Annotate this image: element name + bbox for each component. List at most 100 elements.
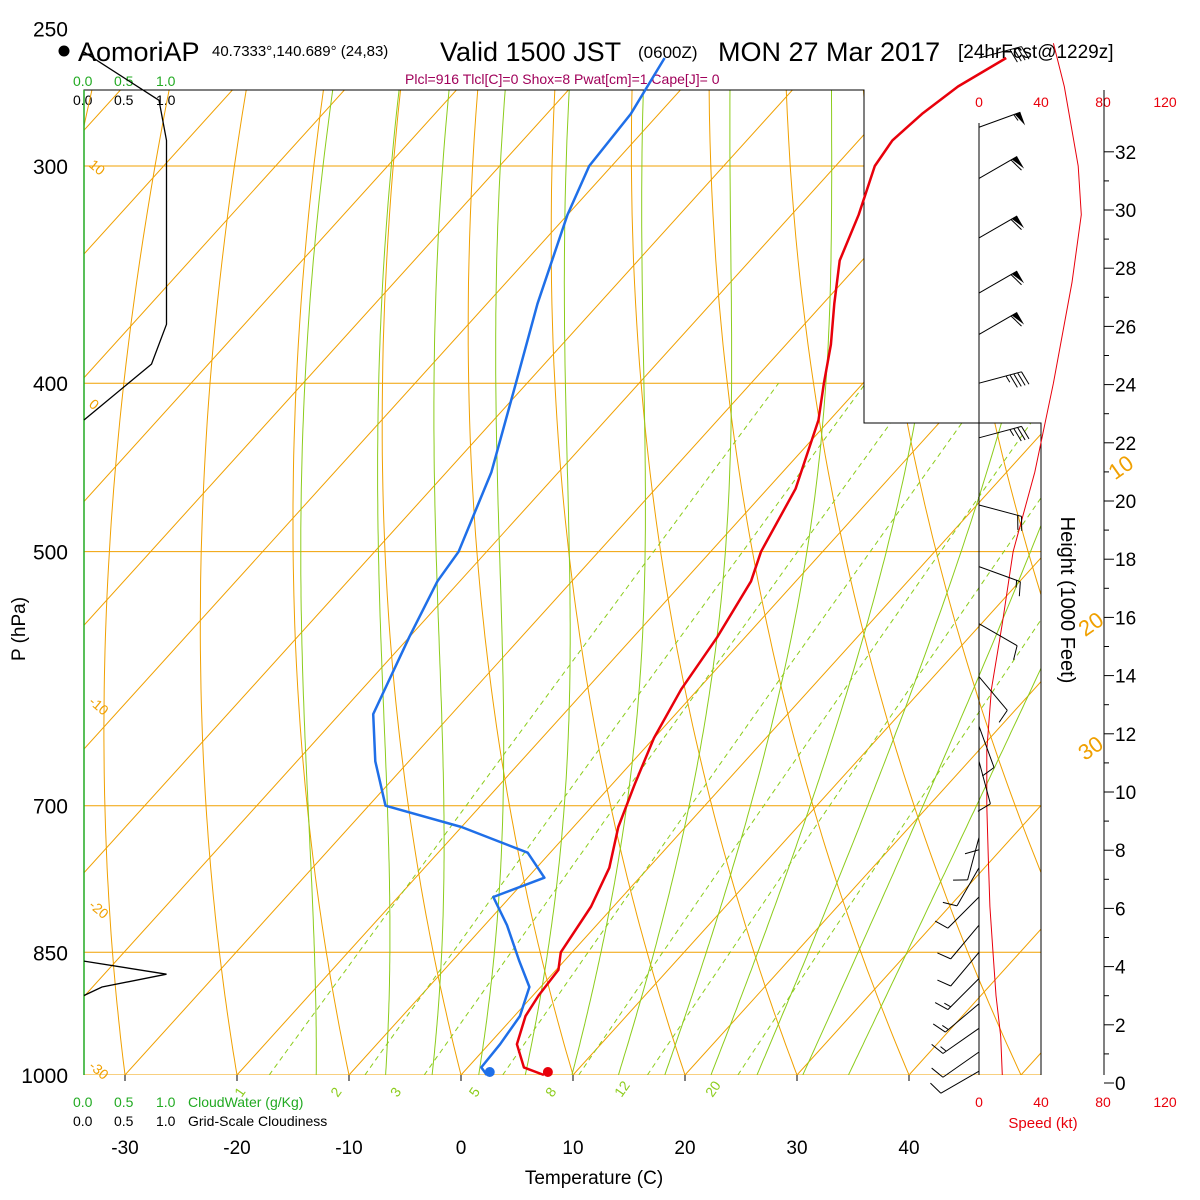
isotherm-line (796, 90, 1041, 1075)
barb-full (934, 920, 949, 929)
barb-full (931, 1043, 944, 1054)
barb-full (1021, 46, 1030, 60)
cloud-scale-tick: 1.0 (156, 1094, 176, 1110)
barb-full (1021, 426, 1030, 440)
wind-barb (978, 425, 1030, 442)
dry-adiabat (467, 90, 585, 1075)
x-tick-label: 0 (456, 1138, 467, 1159)
barb-staff (978, 504, 1022, 517)
isotherm-label: -10 (86, 693, 112, 718)
cloud-scale-tick: 0.0 (73, 1113, 93, 1129)
cloudwater-label: CloudWater (g/Kg) (188, 1094, 303, 1110)
speed-tick: 0 (975, 1094, 983, 1110)
barb-staff (978, 46, 1022, 59)
barb-staff (978, 676, 1008, 711)
barb-flag (1011, 271, 1025, 284)
grid-layer (84, 0, 1200, 1112)
dry-adiabat (550, 90, 699, 1075)
barb-full (1013, 373, 1022, 387)
cloud-scale-tick: 0.5 (114, 73, 134, 89)
barb-staff (978, 761, 991, 804)
wind-barb (964, 805, 980, 855)
x-tick-label: 30 (786, 1138, 807, 1159)
cloudiness-label: Grid-Scale Cloudiness (188, 1113, 327, 1129)
height-tick-label: 6 (1115, 899, 1126, 920)
barb-flag (1011, 215, 1025, 229)
mixing-ratio-label: 8 (542, 1084, 560, 1100)
barb-staff (978, 623, 1018, 647)
dry-adiabat (783, 90, 1039, 1075)
dry-adiabat (292, 90, 358, 1075)
moist-adiabat (830, 90, 1041, 1075)
barb-full (1009, 49, 1018, 63)
barb-half (944, 1002, 951, 1008)
barb-full (931, 1067, 944, 1078)
moist-adiabat (606, 90, 733, 1075)
isotherm-line (84, 90, 625, 1075)
barb-full (1013, 48, 1022, 62)
wind-barb (978, 270, 1025, 294)
wind-barb (978, 725, 995, 777)
barb-staff (978, 156, 1018, 179)
barb-staff (978, 111, 1021, 128)
wind-barb (934, 896, 980, 929)
stability-indices: Plcl=916 Tlcl[C]=0 Shox=8 Pwat[cm]=1 Cap… (405, 71, 720, 87)
barb-half (1009, 429, 1015, 437)
barb-full (937, 979, 951, 987)
height-tick-label: 12 (1115, 725, 1136, 746)
speed-axis-top: 0 40 80 120 (975, 94, 1177, 110)
forecast-run: [24hrFcst@1229z] (958, 42, 1114, 63)
zulu-time: (0600Z) (638, 43, 698, 62)
moist-adiabat (516, 90, 574, 1075)
wind-barb (932, 1003, 980, 1033)
dry-adiabat (1082, 0, 1200, 1112)
height-tick-label: 28 (1115, 259, 1136, 280)
moist-adiabat (472, 90, 511, 1075)
barb-full (1010, 159, 1022, 171)
dewpoint-profile-line (371, 57, 666, 1076)
barb-staff (942, 1051, 980, 1078)
dry-adiabat (630, 90, 812, 1075)
mixing-ratio-line (364, 382, 867, 1075)
height-tick-label: 24 (1115, 376, 1137, 397)
barb-half (940, 1046, 947, 1052)
wind-barb (931, 1027, 980, 1054)
height-tick-label: 20 (1115, 492, 1136, 513)
height-tick-label: 8 (1115, 841, 1126, 862)
x-tick-label: 10 (562, 1138, 583, 1159)
wind-barb (978, 156, 1025, 179)
barb-full (934, 1002, 949, 1011)
barb-half (1013, 114, 1019, 121)
wind-barb (931, 1051, 980, 1078)
barb-staff (942, 1027, 980, 1054)
barb-full (998, 710, 1008, 723)
isotherm-line (348, 90, 1041, 1075)
wind-barb (977, 761, 991, 812)
dry-adiabat (1157, 0, 1200, 1112)
barb-staff (944, 1003, 980, 1033)
isotherm-line (84, 90, 513, 1075)
mixing-ratio-line (502, 382, 991, 1075)
barb-full (1021, 371, 1030, 385)
barb-staff (940, 1070, 980, 1094)
isotherm-line (84, 90, 737, 1075)
isotherm-label: 30 (1073, 731, 1107, 766)
barb-staff (978, 312, 1018, 335)
cloud-scale-tick: 1.0 (156, 1113, 176, 1129)
pressure-tick-label: 700 (33, 796, 68, 819)
pressure-tick-label: 500 (33, 542, 68, 565)
wind-barb (978, 312, 1025, 335)
barb-half (1015, 580, 1018, 588)
moist-adiabat (427, 90, 457, 1075)
pressure-tick-label: 1000 (21, 1065, 68, 1088)
barb-full (1017, 372, 1026, 386)
height-tick-label: 4 (1115, 958, 1126, 979)
barb-staff (947, 978, 980, 1010)
wind-barb (978, 623, 1018, 660)
barb-staff (978, 566, 1021, 583)
barb-flag (1014, 112, 1026, 126)
x-tick-label: 20 (674, 1138, 695, 1159)
wind-barb (978, 676, 1008, 723)
plot-area: 123581220100-10-20-300102030250300400500… (21, 0, 1200, 1159)
